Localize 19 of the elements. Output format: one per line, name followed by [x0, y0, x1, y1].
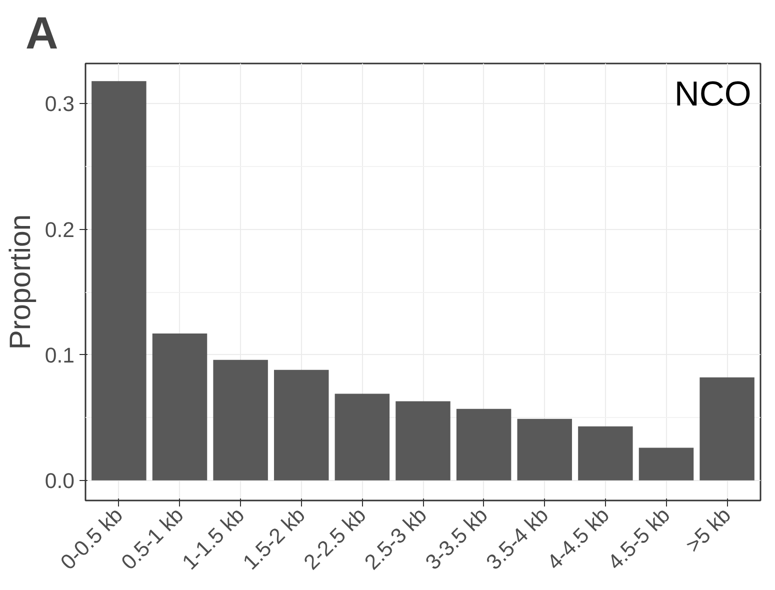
- bar: [456, 408, 512, 480]
- chart-title: A: [26, 8, 58, 58]
- bar: [396, 401, 450, 480]
- bar: [578, 426, 633, 480]
- bar: [700, 377, 754, 480]
- y-axis-title: Proportion: [4, 214, 37, 350]
- x-tick-label: >5 kb: [681, 503, 736, 558]
- bar: [92, 81, 146, 480]
- y-tick-label: 0.3: [44, 92, 75, 116]
- y-tick-label: 0.1: [44, 343, 75, 368]
- y-tick-label: 0.0: [44, 468, 75, 493]
- bar: [638, 448, 694, 480]
- bar: [213, 360, 268, 480]
- y-tick-label: 0.2: [44, 218, 75, 242]
- bar: [152, 333, 208, 480]
- annotation: NCO: [674, 76, 752, 114]
- bar: [334, 394, 390, 480]
- bar: [274, 370, 329, 480]
- bar: [517, 418, 572, 480]
